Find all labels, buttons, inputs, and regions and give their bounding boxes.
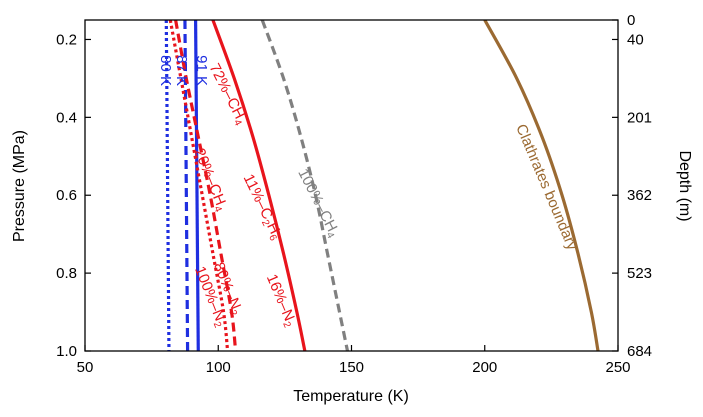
series-line-20-ch4-80-n2 (174, 20, 238, 351)
y-axis-title-left: Pressure (MPa) (11, 130, 28, 242)
y-tick-label-left: 0.4 (56, 109, 77, 126)
y-tick-label-left: 0.8 (56, 265, 77, 282)
series-line-100-n2 (168, 20, 230, 351)
label-72-ch4: 72%–CH4 (204, 61, 251, 128)
x-tick-label: 100 (206, 359, 231, 376)
y-tick-label-left: 0.2 (56, 31, 77, 48)
x-tick-label: 150 (339, 359, 364, 376)
label-80k: 80 K (157, 55, 174, 86)
y-tick-label-left: 1.0 (56, 343, 77, 360)
series-line-80-k (164, 20, 171, 351)
label-87k: 87 K (173, 55, 190, 86)
y-tick-label-right: 0 (627, 12, 635, 29)
y-tick-label-right: 523 (627, 265, 652, 282)
x-tick-label: 200 (472, 359, 497, 376)
y-axis-title-right: Depth (m) (676, 150, 693, 221)
x-tick-label: 50 (77, 359, 94, 376)
series-line-72-ch4-11-c2h6-16-n2 (211, 20, 307, 351)
x-axis-title: Temperature (K) (293, 388, 409, 405)
y-tick-label-left: 0.6 (56, 187, 77, 204)
series-line-100-ch4 (260, 20, 350, 351)
series-line-91-k (193, 20, 200, 351)
x-tick-label: 250 (605, 359, 630, 376)
y-tick-label-right: 201 (627, 109, 652, 126)
y-tick-label-right: 40 (627, 31, 644, 48)
y-tick-label-right: 362 (627, 187, 652, 204)
label-clathrates: Clathrates boundary (512, 122, 581, 253)
y-tick-label-right: 684 (627, 343, 652, 360)
series-line-clathrates-boundary (483, 20, 600, 351)
label-100-ch4: 100%–CH4 (293, 166, 343, 241)
label-91k: 91 K (193, 55, 210, 86)
